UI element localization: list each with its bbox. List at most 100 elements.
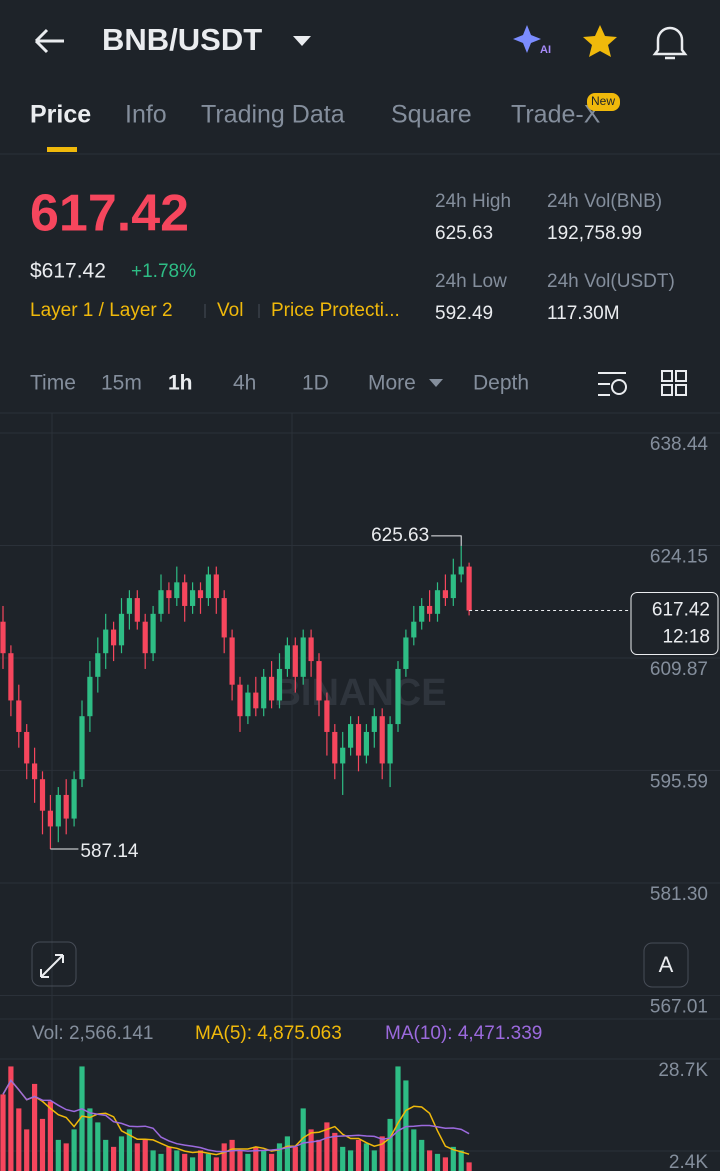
volume-bar xyxy=(16,1108,22,1171)
interval[interactable]: 1h xyxy=(168,372,193,395)
tab[interactable]: Price xyxy=(30,101,91,129)
volume-bar xyxy=(379,1136,385,1171)
candle-body xyxy=(39,779,46,811)
candle-body xyxy=(269,676,275,701)
watermark: BINANCE xyxy=(273,672,446,714)
tag[interactable]: Price Protecti... xyxy=(271,300,400,321)
volume-bar xyxy=(221,1143,227,1171)
price-change: +1.78% xyxy=(131,261,196,282)
volume-bar xyxy=(190,1157,196,1171)
candle-body xyxy=(182,582,188,606)
volume-bar xyxy=(434,1153,441,1171)
last-price: 617.42 xyxy=(30,185,189,243)
candle-body xyxy=(134,598,140,622)
pair-dropdown[interactable] xyxy=(293,36,311,46)
volume-bar xyxy=(261,1150,267,1171)
tab[interactable]: Trading Data xyxy=(201,101,345,129)
volume-bar xyxy=(87,1108,93,1171)
more-dropdown[interactable] xyxy=(429,379,443,387)
volume-bar xyxy=(174,1150,180,1171)
candle-body xyxy=(340,747,346,764)
interval[interactable]: Depth xyxy=(473,372,529,395)
badge-text: New xyxy=(591,94,615,108)
tab[interactable]: Trade-X xyxy=(511,101,601,129)
candle-body xyxy=(332,731,338,764)
volume-bar xyxy=(47,1101,53,1171)
y-tick-label: 581.30 xyxy=(650,884,708,905)
candle-body xyxy=(237,684,243,717)
volume-bar xyxy=(8,1066,14,1171)
low-label: 587.14 xyxy=(80,841,139,862)
badge xyxy=(587,93,620,111)
ma10-label: MA(10): 4,471.339 xyxy=(385,1023,542,1044)
stat-value: 625.63 xyxy=(435,223,493,244)
favorite-star[interactable] xyxy=(583,25,617,57)
volume-bar xyxy=(371,1150,377,1171)
volume-bar xyxy=(387,1118,393,1171)
alert-bell[interactable] xyxy=(652,26,688,60)
candle-body xyxy=(442,590,448,599)
volume-bar xyxy=(245,1153,251,1171)
interval[interactable]: 4h xyxy=(233,372,256,395)
volume-bar xyxy=(197,1150,204,1171)
candle-body xyxy=(16,700,22,732)
volume-bar xyxy=(324,1122,330,1171)
volume-bar xyxy=(111,1146,117,1171)
high-label: 625.63 xyxy=(371,525,429,546)
interval[interactable]: 15m xyxy=(101,372,142,395)
y-tick-label: 567.01 xyxy=(650,996,708,1017)
candle-body xyxy=(363,731,369,756)
stat-label: 24h Vol(BNB) xyxy=(547,191,662,212)
volume-bar xyxy=(79,1066,85,1171)
candle-body xyxy=(261,676,267,709)
layout-button[interactable] xyxy=(661,370,687,396)
volume-bar xyxy=(355,1139,362,1171)
volume-bar xyxy=(55,1139,61,1171)
volume-bar xyxy=(118,1136,125,1171)
volume-bar xyxy=(395,1066,401,1171)
candle-body xyxy=(387,724,393,764)
high-pointer xyxy=(431,535,462,546)
candle-body xyxy=(308,637,314,662)
candle-body xyxy=(458,566,464,575)
volume-bar xyxy=(142,1139,148,1171)
pair-title[interactable]: BNB/USDT xyxy=(102,22,262,57)
volume-bar xyxy=(300,1108,306,1171)
candle-body xyxy=(63,794,69,819)
vol-tick-label: 2.4K xyxy=(669,1152,708,1171)
chart-settings[interactable] xyxy=(598,372,627,396)
tag[interactable]: Layer 1 / Layer 2 xyxy=(30,300,173,321)
interval[interactable]: Time xyxy=(30,372,76,395)
y-tick-label: 624.15 xyxy=(650,547,708,568)
tab[interactable]: Square xyxy=(391,101,472,129)
ai-button[interactable]: AI xyxy=(513,25,551,56)
candle-body xyxy=(348,724,354,748)
candle-body xyxy=(229,637,235,685)
candle-body xyxy=(205,574,211,599)
interval[interactable]: More xyxy=(368,372,416,395)
tab[interactable]: Info xyxy=(125,101,167,129)
candle-body xyxy=(126,598,132,614)
candle-body xyxy=(55,794,61,827)
last-price-tag: 617.42 xyxy=(652,600,710,621)
last-price-box xyxy=(630,592,719,656)
candle-body xyxy=(427,605,433,614)
volume-bar xyxy=(284,1136,290,1171)
tab-indicator xyxy=(47,147,77,152)
candle-body xyxy=(142,621,148,654)
volume-bar xyxy=(63,1143,69,1171)
candle-body xyxy=(166,590,172,599)
interval[interactable]: 1D xyxy=(302,372,329,395)
volume-bar xyxy=(213,1157,219,1171)
candle-body xyxy=(276,668,283,701)
candle-body xyxy=(371,716,377,732)
expand-button[interactable] xyxy=(31,941,77,987)
ma5-line xyxy=(2,1079,470,1156)
ma5-label: MA(5): 4,875.063 xyxy=(195,1023,342,1044)
back-button[interactable] xyxy=(34,28,64,54)
auto-scale-button[interactable] xyxy=(643,942,689,988)
candle-body xyxy=(174,582,180,599)
volume-bar xyxy=(466,1162,472,1171)
tag[interactable]: Vol xyxy=(217,300,243,321)
